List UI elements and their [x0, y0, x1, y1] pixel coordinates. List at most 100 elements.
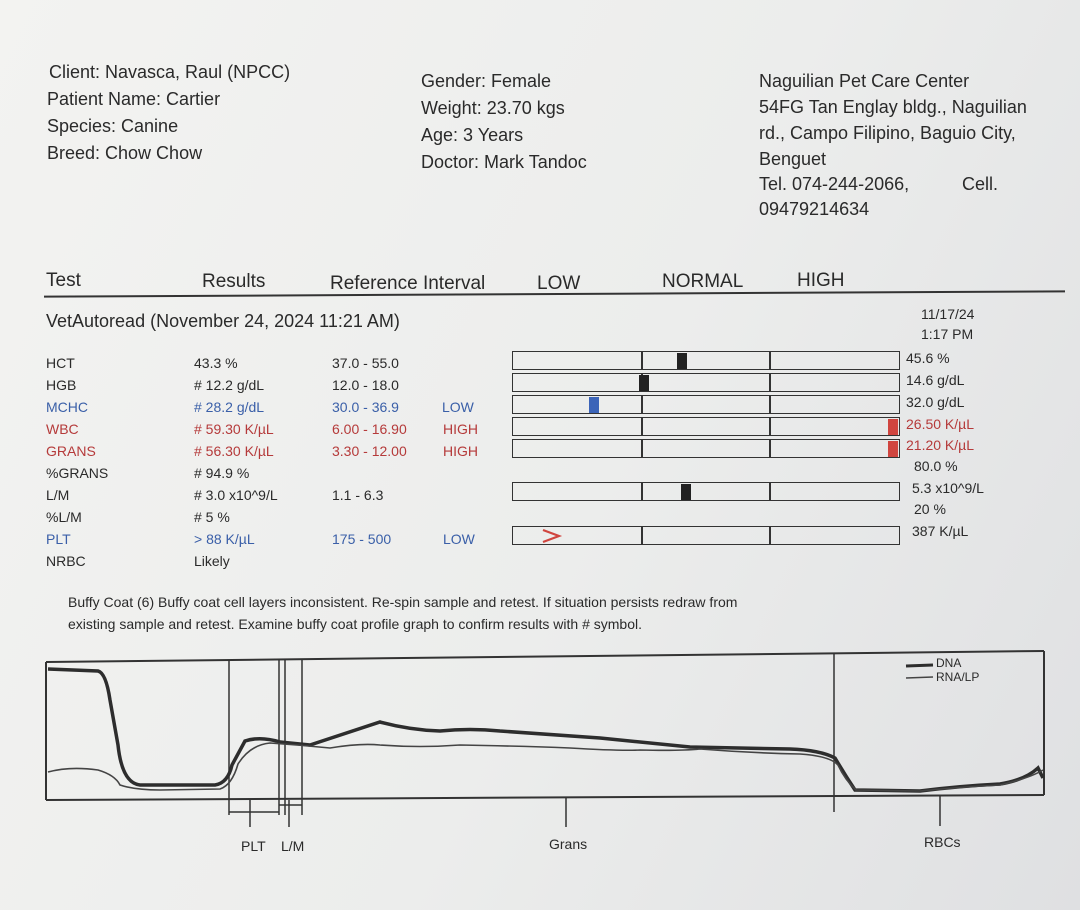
- test-reference: 3.30 - 12.00: [332, 443, 407, 459]
- prev-grans: 21.20 K/µL: [906, 437, 975, 453]
- test-name: HCT: [46, 355, 75, 371]
- prev-mchc: 32.0 g/dL: [906, 394, 965, 410]
- previous-run-date: 11/17/24: [921, 306, 975, 322]
- test-name: WBC: [46, 421, 79, 437]
- clinic-phone: Tel. 074-244-2066,: [759, 174, 910, 194]
- patient-name: Patient Name: Cartier: [47, 89, 221, 109]
- clinic-address-1: 54FG Tan Englay bldg., Naguilian: [759, 97, 1027, 117]
- col-low: LOW: [537, 273, 581, 294]
- previous-run-time: 1:17 PM: [921, 326, 974, 342]
- test-flag: HIGH: [443, 421, 478, 437]
- test-name: NRBC: [46, 553, 86, 569]
- range-marker: [681, 484, 692, 500]
- test-result: # 28.2 g/dL: [194, 399, 265, 415]
- result-row-lm: L/M # 3.0 x10^9/L 1.1 - 6.3: [0, 487, 1080, 509]
- age: Age: 3 Years: [421, 125, 524, 145]
- test-result: # 94.9 %: [194, 465, 250, 481]
- test-name: L/M: [46, 487, 70, 503]
- test-result: > 88 K/µL: [194, 531, 255, 547]
- rna-lp-curve: [47, 742, 1044, 792]
- test-reference: 175 - 500: [332, 531, 392, 547]
- test-result: Likely: [194, 553, 230, 569]
- range-marker: [888, 419, 898, 435]
- range-bar-mchc: [512, 395, 900, 414]
- result-row-plt: PLT > 88 K/µL 175 - 500 LOW: [0, 531, 1080, 553]
- result-row-mchc: MCHC # 28.2 g/dL 30.0 - 36.9 LOW: [0, 399, 1080, 421]
- legend-dna-label: DNA: [936, 656, 962, 670]
- result-row-pgrans: %GRANS # 94.9 %: [0, 465, 1080, 487]
- result-row-wbc: WBC # 59.30 K/µL 6.00 - 16.90 HIGH: [0, 421, 1080, 443]
- col-high: HIGH: [797, 270, 845, 291]
- test-name: GRANS: [46, 443, 96, 459]
- test-reference: 6.00 - 16.90: [332, 421, 407, 437]
- result-row-hct: HCT 43.3 % 37.0 - 55.0: [0, 355, 1080, 377]
- region-label-grans: Grans: [549, 836, 588, 852]
- test-result: # 56.30 K/µL: [194, 443, 274, 459]
- region-label-rbcs: RBCs: [924, 834, 961, 850]
- range-marker: [588, 397, 599, 413]
- range-marker: [677, 353, 688, 369]
- clinic-address-2: rd., Campo Filipino, Baguio City,: [759, 123, 1016, 143]
- test-flag: HIGH: [443, 443, 478, 459]
- breed: Breed: Chow Chow: [47, 143, 203, 163]
- result-row-nrbc: NRBC Likely: [0, 553, 1080, 575]
- range-bar-lm: [512, 482, 900, 501]
- test-result: # 12.2 g/dL: [194, 377, 265, 393]
- test-name: %L/M: [46, 509, 82, 525]
- client-name: Client: Navasca, Raul (NPCC): [49, 62, 291, 82]
- range-bar-grans: [512, 439, 900, 458]
- col-reference: Reference Interval: [330, 273, 486, 294]
- graph-legend: [905, 663, 934, 679]
- test-flag: LOW: [443, 531, 475, 547]
- range-marker: [888, 441, 898, 457]
- test-result: # 59.30 K/µL: [194, 421, 274, 437]
- region-dividers: [228, 653, 941, 827]
- chevron-right-icon: [542, 528, 562, 544]
- test-name: MCHC: [46, 399, 88, 415]
- range-marker: [638, 375, 649, 391]
- test-flag: LOW: [442, 399, 474, 415]
- result-row-grans: GRANS # 56.30 K/µL 3.30 - 12.00 HIGH: [0, 443, 1080, 465]
- note-line-1: Buffy Coat (6) Buffy coat cell layers in…: [68, 594, 738, 610]
- region-label-plt: PLT: [241, 838, 266, 854]
- prev-pgrans: 80.0 %: [914, 458, 958, 474]
- region-label-lm: L/M: [281, 838, 305, 854]
- run-title: VetAutoread (November 24, 2024 11:21 AM): [46, 311, 400, 331]
- range-bar-plt: [512, 526, 900, 545]
- doctor: Doctor: Mark Tandoc: [421, 152, 587, 172]
- clinic-name: Naguilian Pet Care Center: [759, 71, 970, 91]
- gender: Gender: Female: [421, 71, 552, 91]
- prev-lm: 5.3 x10^9/L: [912, 480, 984, 496]
- clinic-cell-number: 09479214634: [759, 199, 870, 219]
- dna-curve: [47, 667, 1045, 793]
- range-bar-wbc: [512, 417, 900, 436]
- prev-hct: 45.6 %: [906, 350, 950, 366]
- result-row-plm: %L/M # 5 %: [0, 509, 1080, 531]
- legend-rna-lp-label: RNA/LP: [936, 670, 980, 684]
- col-normal: NORMAL: [662, 271, 744, 292]
- note-line-2: existing sample and retest. Examine buff…: [68, 616, 643, 632]
- prev-plt: 387 K/µL: [912, 523, 969, 539]
- species: Species: Canine: [47, 116, 179, 136]
- prev-plm: 20 %: [914, 501, 946, 517]
- clinic-address-3: Benguet: [759, 149, 827, 169]
- test-reference: 30.0 - 36.9: [332, 399, 399, 415]
- test-reference: 37.0 - 55.0: [332, 355, 399, 371]
- result-row-hgb: HGB # 12.2 g/dL 12.0 - 18.0: [0, 377, 1080, 399]
- test-result: # 5 %: [194, 509, 230, 525]
- col-results: Results: [202, 271, 266, 292]
- weight: Weight: 23.70 kgs: [421, 98, 565, 118]
- col-test: Test: [46, 270, 81, 291]
- graph-frame: [45, 650, 1045, 801]
- range-bar-hgb: [512, 373, 900, 392]
- test-name: %GRANS: [46, 465, 109, 481]
- range-bar-hct: [512, 351, 900, 370]
- prev-hgb: 14.6 g/dL: [906, 372, 965, 388]
- test-name: PLT: [46, 531, 71, 547]
- clinic-cell-label: Cell.: [962, 174, 999, 194]
- test-name: HGB: [46, 377, 77, 393]
- test-result: 43.3 %: [194, 355, 238, 371]
- prev-wbc: 26.50 K/µL: [906, 416, 975, 432]
- test-result: # 3.0 x10^9/L: [194, 487, 278, 503]
